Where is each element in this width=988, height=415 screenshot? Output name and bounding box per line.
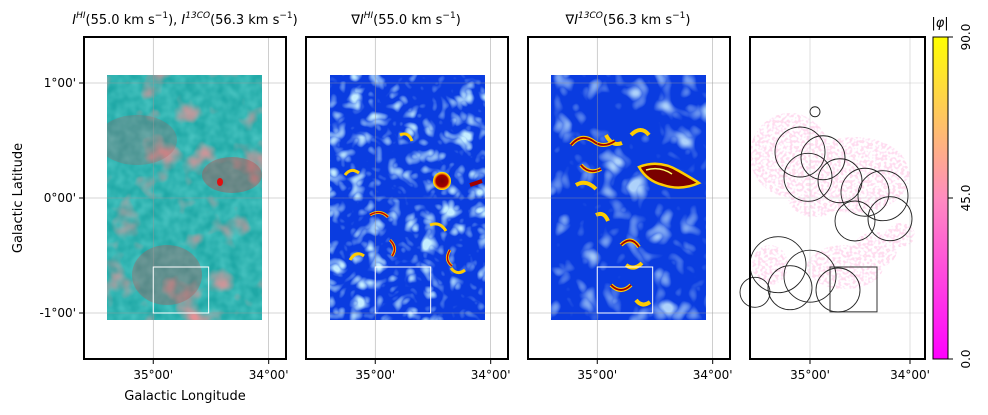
co-emission-north <box>107 115 177 165</box>
panel-2-title: ∇IHI(55.0 km s−1) <box>350 11 461 28</box>
co-peak <box>217 178 223 186</box>
analysis-circle <box>809 106 821 118</box>
panel-4: 35°00' 34°00' <box>739 36 930 382</box>
panel-1-map <box>107 75 262 320</box>
panel-3-map <box>551 75 706 320</box>
co-intensity-overlay <box>107 75 262 320</box>
panel-4-frame <box>749 36 926 360</box>
panel-2-xticks: 35°00' 34°00' <box>355 359 511 382</box>
panel-4-xticks: 35°00' 34°00' <box>790 359 930 382</box>
gradient-hi-edge-feature <box>469 179 483 187</box>
analysis-circle <box>774 126 826 178</box>
gradient-co-texture <box>551 75 706 320</box>
gradient-hi-texture <box>330 75 485 320</box>
panel-3-frame <box>527 36 731 360</box>
panel-3: ∇I13CO(56.3 km s−1) 35°00' 34°00' <box>527 11 733 382</box>
panel-4-map <box>750 75 920 325</box>
colorbar-label: |φ| <box>931 16 948 31</box>
analysis-circle <box>739 276 771 308</box>
colorbar-gradient <box>932 36 949 360</box>
analysis-circle <box>767 265 813 311</box>
analysis-circle <box>840 167 890 217</box>
panel-3-zoom-box <box>596 266 654 314</box>
panel-1-title: IHI(55.0 km s−1), I13CO(56.3 km s−1) <box>72 11 297 28</box>
x-tick-label: 35°00' <box>577 368 617 382</box>
panel-2-map <box>330 75 485 320</box>
x-tick-label: 34°00' <box>693 368 733 382</box>
x-tick-label: 35°00' <box>133 368 173 382</box>
analysis-circle <box>834 200 876 242</box>
panel-3-title: ∇I13CO(56.3 km s−1) <box>565 11 691 28</box>
analysis-circle <box>783 249 837 303</box>
analysis-circle <box>867 196 913 242</box>
gradient-co-main-clump <box>637 162 702 189</box>
colorbar-tick-label: 45.0 <box>959 185 973 212</box>
y-axis-label: Galactic Latitude <box>11 143 26 253</box>
co-emission-east <box>202 157 262 193</box>
gradient-hi-peak <box>433 172 451 190</box>
x-axis-label: Galactic Longitude <box>124 389 245 404</box>
x-tick-label: 34°00' <box>890 368 930 382</box>
x-tick-label: 34°00' <box>249 368 289 382</box>
colorbar-tick-label: 90.0 <box>959 24 973 51</box>
panel-1-xticks: 35°00' 34°00' <box>133 359 289 382</box>
panel-1-zoom-box <box>152 266 210 314</box>
colorbar-ticks: 0.0 45.0 90.0 <box>948 24 973 369</box>
panel-2-zoom-box <box>374 266 432 314</box>
analysis-circle <box>817 158 863 204</box>
phi-map <box>750 75 920 325</box>
analysis-circle <box>857 170 909 222</box>
gradient-co-clump-rim <box>645 167 673 175</box>
gradient-hi-filaments-core <box>369 211 453 267</box>
analysis-circle <box>800 135 846 181</box>
gradient-co-filaments-core <box>570 136 640 291</box>
y-tick-label: 1°00' <box>44 76 76 90</box>
y-tick-label: -1°00' <box>39 306 76 320</box>
x-tick-label: 34°00' <box>471 368 511 382</box>
panel-2-frame <box>305 36 509 360</box>
panel-3-xticks: 35°00' 34°00' <box>577 359 733 382</box>
panel-1: IHI(55.0 km s−1), I13CO(56.3 km s−1) 35°… <box>11 11 298 404</box>
panel-1-yticks: 1°00' 0°00' -1°00' <box>39 76 84 320</box>
panel-4-zoom-box <box>829 266 878 313</box>
panel-4-grid <box>750 37 925 359</box>
colorbar-tick-label: 0.0 <box>959 349 973 368</box>
x-tick-label: 35°00' <box>790 368 830 382</box>
co-emission-south <box>132 245 202 305</box>
analysis-circle <box>783 152 833 202</box>
panel-2: ∇IHI(55.0 km s−1) 35°00' 34°00' <box>305 11 511 382</box>
colorbar: |φ| 0.0 45.0 90.0 <box>931 16 973 369</box>
y-tick-label: 0°00' <box>44 191 76 205</box>
x-tick-label: 35°00' <box>355 368 395 382</box>
